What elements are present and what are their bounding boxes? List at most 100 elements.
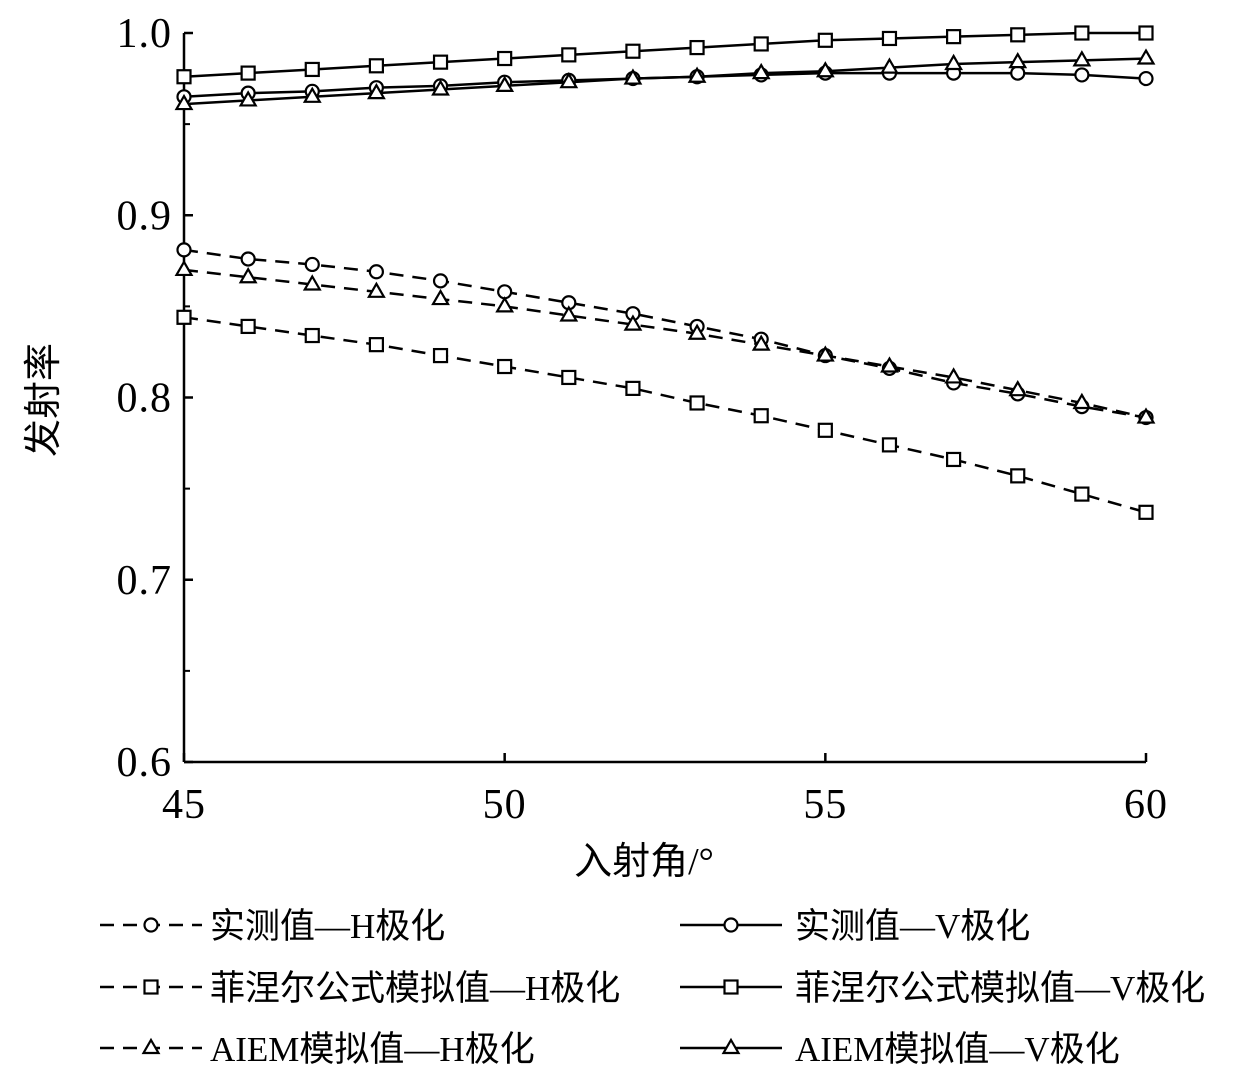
legend-item: 实测值—V极化 [680,907,1030,946]
data-point [561,47,577,63]
data-point [623,68,643,85]
x-axis-title: 入射角/° [574,841,714,883]
data-point [366,82,386,100]
data-point [304,327,320,344]
legend-marker [723,917,739,933]
data-point [625,43,641,59]
data-point [753,408,769,424]
data-point [944,53,964,71]
data-point [815,345,835,362]
data-point [304,256,320,273]
data-point [366,281,386,298]
data-point [1072,392,1092,410]
data-point [944,367,964,384]
x-tick-label: 55 [803,782,847,828]
data-point [176,242,192,258]
y-tick-label: 1.0 [117,11,173,57]
data-point [687,66,707,83]
legend-item: 实测值—H极化 [100,907,445,946]
data-point [240,251,256,267]
data-point [817,422,833,438]
data-point [432,347,449,364]
data-point [238,90,258,107]
legend-item: AIEM模拟值—H极化 [100,1030,535,1069]
y-tick-label: 0.6 [117,740,173,786]
data-point [881,30,898,47]
data-point [1010,65,1026,81]
x-tick-label: 50 [483,782,527,828]
x-tick-label: 60 [1124,782,1168,828]
data-point [559,72,579,89]
data-point [1074,25,1090,41]
data-point [176,69,192,85]
series-line-square-solid [183,31,1146,78]
data-point [1010,468,1026,484]
data-point [431,79,450,96]
legend-label: AIEM模拟值—H极化 [210,1030,535,1069]
legend-marker [721,1037,741,1055]
marker-layer [174,25,1156,520]
data-point [368,337,384,353]
data-point [1074,67,1090,83]
data-point [302,86,322,103]
legend-marker [143,917,159,933]
data-point [817,32,833,48]
data-point [625,380,641,396]
data-point [1010,27,1026,43]
data-point [368,264,384,280]
y-tick-label: 0.8 [117,376,173,422]
x-tick-label: 45 [162,782,206,828]
data-point [815,61,835,78]
data-point [753,36,769,52]
data-point [238,267,258,284]
data-point [1138,70,1154,87]
legend-marker [723,979,739,995]
series-line-circle-dashed [183,248,1147,419]
legend-marker [141,1037,161,1055]
legend-item: AIEM模拟值—V极化 [680,1030,1120,1069]
data-point [751,62,771,80]
data-point [1136,407,1156,424]
legend-label: 菲涅尔公式模拟值—V极化 [795,969,1205,1008]
data-point [623,314,643,331]
series-line-triangle-solid [183,57,1147,106]
data-point [432,54,449,70]
tick-layer: 0.6 0.7 0.8 0.9 1.0 45 50 55 60 [117,11,1168,828]
data-point [368,58,384,74]
data-point [497,50,513,67]
data-point [431,288,450,306]
legend-label: 菲涅尔公式模拟值—H极化 [210,969,620,1008]
data-point [880,356,899,373]
data-point [432,273,449,289]
data-point [240,65,256,81]
data-point [304,61,320,78]
y-tick-label: 0.9 [117,193,173,239]
data-point [174,93,194,111]
legend-marker [143,979,159,995]
data-point [1138,504,1154,520]
data-point [1072,50,1092,67]
data-point [1008,51,1028,69]
series-line-triangle-dashed [183,268,1147,419]
legend-label: 实测值—V极化 [795,907,1030,946]
data-point [689,395,705,411]
y-axis-title: 发射率 [23,343,65,457]
legend-item: 菲涅尔公式模拟值—H极化 [100,969,620,1008]
data-point [240,318,256,335]
data-point [174,259,194,277]
y-tick-label: 0.7 [117,558,173,604]
data-point [1136,48,1156,65]
data-point [880,57,899,74]
legend-label: 实测值—H极化 [210,907,445,946]
series-layer [183,31,1147,514]
data-point [751,334,771,351]
legend-label: AIEM模拟值—V极化 [795,1030,1120,1069]
data-point [495,296,515,313]
data-point [559,305,579,322]
data-point [1138,25,1154,41]
data-point [561,369,577,386]
data-point [302,274,322,291]
data-point [945,451,962,468]
